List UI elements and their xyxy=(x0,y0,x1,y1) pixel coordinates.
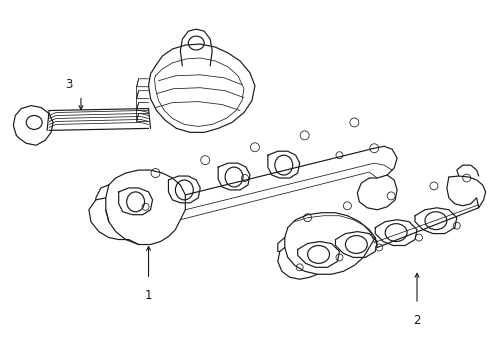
Text: 1: 1 xyxy=(144,289,152,302)
Text: 2: 2 xyxy=(412,314,420,327)
Text: 3: 3 xyxy=(65,78,73,91)
